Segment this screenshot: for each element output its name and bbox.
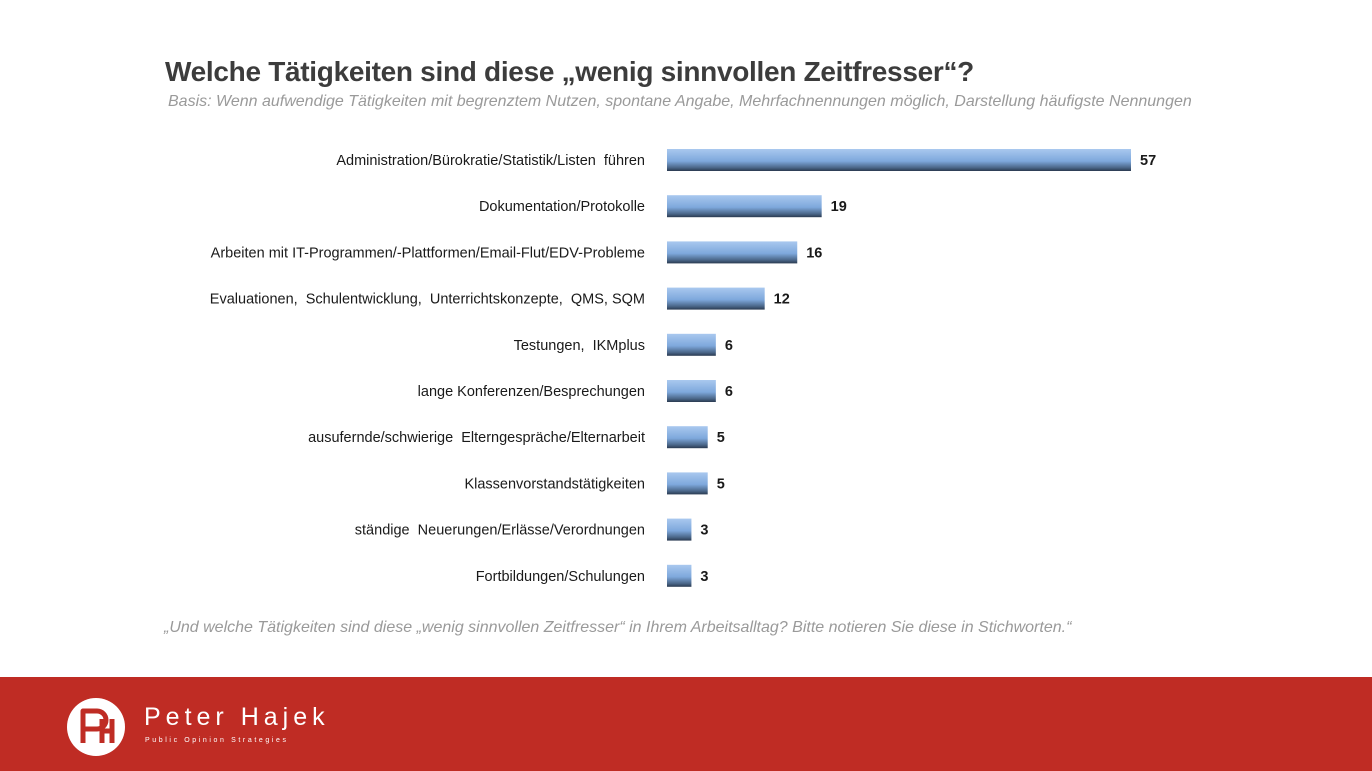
bar — [667, 241, 798, 264]
ph-monogram-icon — [67, 698, 125, 756]
footer-bar: Peter Hajek Public Opinion Strategies — [0, 677, 1372, 771]
category-label: ständige Neuerungen/Erlässe/Verordnungen — [355, 523, 645, 539]
category-label: lange Konferenzen/Besprechungen — [418, 384, 645, 400]
category-label: Fortbildungen/Schulungen — [476, 569, 645, 585]
chart-title: Welche Tätigkeiten sind diese „wenig sin… — [165, 56, 974, 87]
category-label: Administration/Bürokratie/Statistik/List… — [336, 153, 645, 169]
bar — [667, 333, 716, 356]
category-label: Dokumentation/Protokolle — [479, 199, 645, 215]
data-label: 12 — [774, 292, 790, 308]
bar — [667, 380, 716, 402]
bar — [667, 426, 708, 449]
data-label: 5 — [717, 430, 725, 446]
question-footnote: „Und welche Tätigkeiten sind diese „weni… — [164, 619, 1072, 636]
category-label: Evaluationen, Schulentwicklung, Unterric… — [210, 292, 645, 308]
data-label: 57 — [1140, 153, 1156, 169]
bar — [667, 472, 708, 495]
data-label: 16 — [806, 245, 822, 261]
category-label: Arbeiten mit IT-Programmen/-Plattformen/… — [211, 245, 645, 261]
chart-subtitle: Basis: Wenn aufwendige Tätigkeiten mit b… — [168, 93, 1192, 110]
bar — [667, 564, 692, 587]
data-label: 5 — [717, 476, 725, 492]
category-label: Testungen, IKMplus — [514, 338, 645, 354]
bar — [667, 195, 822, 218]
bar — [667, 149, 1131, 171]
data-label: 3 — [700, 523, 708, 539]
bar — [667, 518, 692, 541]
bar — [667, 287, 765, 310]
data-label: 19 — [831, 199, 847, 215]
brand-name: Peter Hajek — [144, 703, 330, 731]
data-label: 3 — [700, 569, 708, 585]
category-label: Klassenvorstandstätigkeiten — [464, 476, 645, 492]
category-label: ausufernde/schwierige Elterngespräche/El… — [308, 430, 645, 446]
bar-chart: Administration/Bürokratie/Statistik/List… — [210, 149, 1156, 587]
data-label: 6 — [725, 338, 733, 354]
data-label: 6 — [725, 384, 733, 400]
brand-tagline: Public Opinion Strategies — [145, 737, 289, 744]
